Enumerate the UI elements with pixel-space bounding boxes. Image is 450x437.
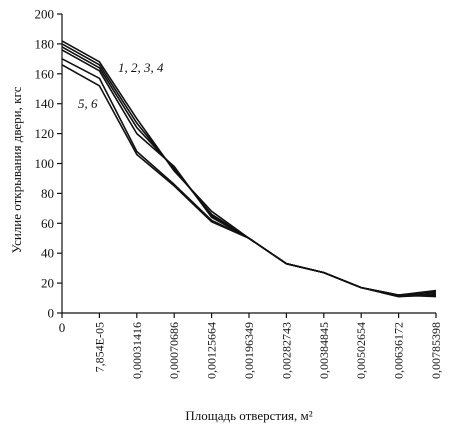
x-tick-label: 0,00070686 <box>167 322 181 379</box>
x-tick-label: 0,00196349 <box>242 322 256 379</box>
axes <box>61 14 436 314</box>
x-axis-ticks: 0 7,854E-05 0,00031416 0,00070686 0,00125664… <box>59 313 443 379</box>
y-axis-ticks: 0 20 40 60 80 100 120 140 160 180 200 <box>35 7 62 321</box>
series-line-4 <box>61 49 437 298</box>
y-tick-label: 120 <box>35 126 55 141</box>
series-line-1 <box>61 40 437 296</box>
y-tick-label: 160 <box>35 66 55 81</box>
x-tick-label: 0,00785398 <box>429 322 443 379</box>
y-tick-label: 20 <box>41 276 54 291</box>
y-tick-label: 0 <box>48 306 55 321</box>
x-tick-label: 0,00125664 <box>205 322 219 379</box>
y-axis-title: Усилие открывания двери, кгс <box>9 86 24 253</box>
y-tick-label: 40 <box>41 246 54 261</box>
x-tick-label: 0 <box>59 320 66 335</box>
x-axis-title: Площадь отверстия, м² <box>185 408 312 423</box>
y-tick-label: 140 <box>35 96 55 111</box>
x-tick-label: 0,00031416 <box>130 322 144 379</box>
annotation-series-5-6: 5, 6 <box>78 96 98 111</box>
series-line-6 <box>61 64 437 298</box>
annotation-series-1-4: 1, 2, 3, 4 <box>118 60 164 75</box>
y-tick-label: 100 <box>35 156 55 171</box>
y-tick-label: 60 <box>41 216 54 231</box>
x-tick-label: 7,854E-05 <box>92 322 106 372</box>
x-tick-label: 0,00502654 <box>354 322 368 379</box>
y-tick-label: 80 <box>41 186 54 201</box>
series-line-2 <box>61 43 437 296</box>
x-tick-label: 0,00636172 <box>392 322 406 379</box>
series-line-3 <box>61 46 437 298</box>
x-tick-label: 0,00384845 <box>317 322 331 379</box>
y-tick-label: 180 <box>35 36 55 51</box>
series-lines <box>61 40 437 298</box>
y-tick-label: 200 <box>35 7 55 22</box>
x-tick-label: 0,00282743 <box>279 322 293 379</box>
